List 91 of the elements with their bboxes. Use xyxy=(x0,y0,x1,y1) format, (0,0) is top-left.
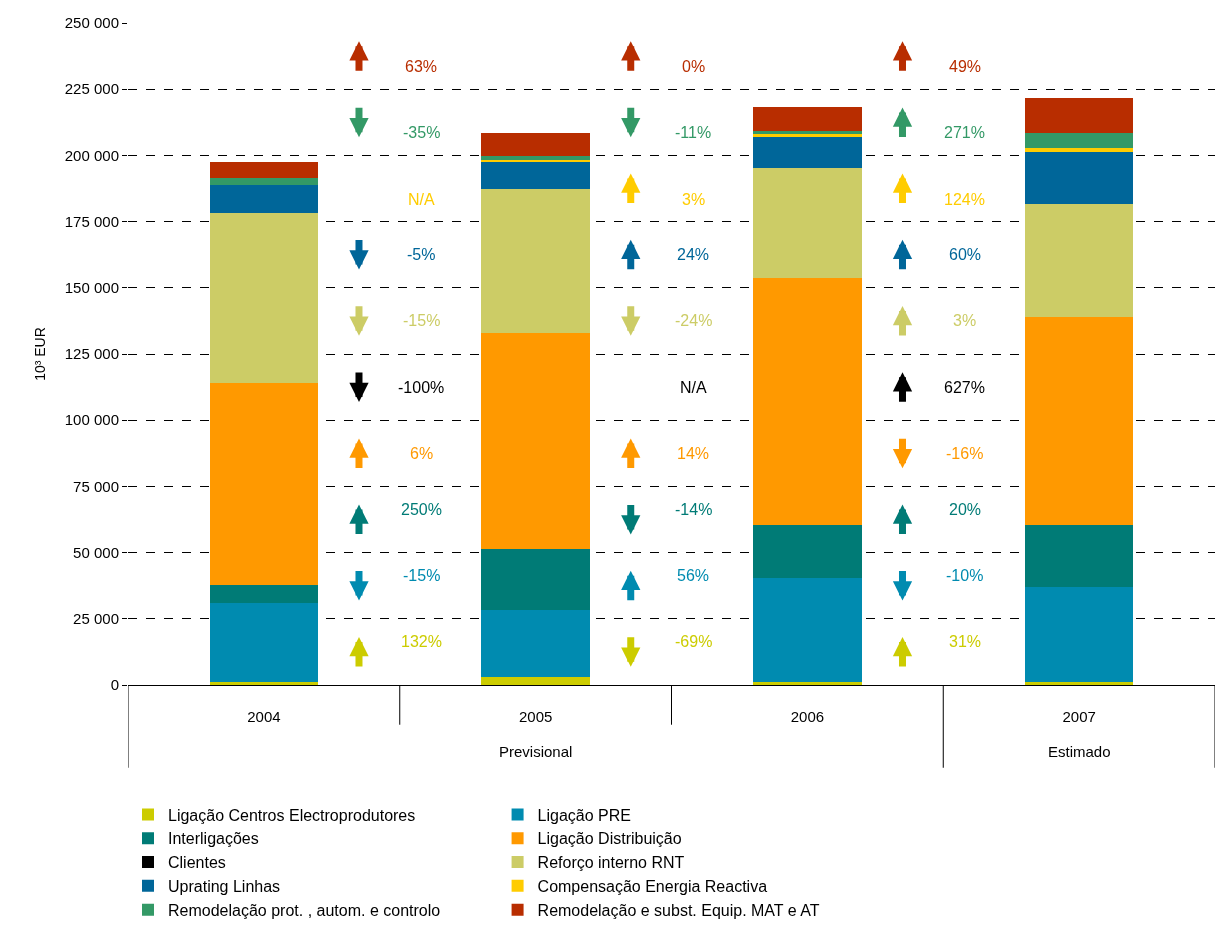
y-tick-label: 175 000 xyxy=(64,212,119,230)
legend-label: Uprating Linhas xyxy=(168,878,281,896)
bar xyxy=(753,578,862,683)
legend-label: Ligação PRE xyxy=(537,806,631,824)
x-tick-label: 2005 xyxy=(518,708,553,725)
bar xyxy=(1024,525,1134,588)
bar xyxy=(1024,151,1134,204)
y-tick-label: 200 000 xyxy=(64,146,119,164)
y-tick-label: 0 xyxy=(110,676,119,694)
legend-label: Reforço interno RNT xyxy=(537,854,685,872)
y-tick-label: 250 000 xyxy=(64,14,119,32)
bar xyxy=(481,677,590,685)
legend-label: Remodelação e subst. Equip. MAT e AT xyxy=(537,901,820,919)
legend-label: Clientes xyxy=(168,854,226,872)
bar xyxy=(209,602,319,683)
bar xyxy=(1024,317,1134,526)
y-tick-label: 50 000 xyxy=(73,543,119,561)
bar xyxy=(1024,132,1134,148)
annotation: 20% xyxy=(949,501,982,518)
bar xyxy=(753,167,862,279)
bar xyxy=(209,162,319,179)
annotation: -69% xyxy=(675,633,713,650)
annotation: -15% xyxy=(403,312,441,329)
x-tick-label: 2007 xyxy=(1062,708,1096,725)
bar xyxy=(753,278,862,526)
annotation: 0% xyxy=(682,58,706,75)
legend-label: Interligações xyxy=(168,830,259,848)
x-tick-label: 2004 xyxy=(247,708,281,725)
annotation: N/A xyxy=(680,379,707,396)
annotation: 250% xyxy=(401,501,442,518)
bar xyxy=(1024,98,1134,133)
bar xyxy=(753,134,862,137)
bar xyxy=(481,609,590,678)
annotation: -14% xyxy=(675,501,713,518)
y-axis-title: 10³ EUR xyxy=(32,327,49,381)
annotation: -24% xyxy=(675,312,713,329)
bar xyxy=(209,682,319,685)
y-tick-label: 25 000 xyxy=(73,610,119,628)
bar xyxy=(1024,147,1134,152)
text: Previsional xyxy=(499,743,573,760)
annotation: -16% xyxy=(946,445,984,462)
annotation: 132% xyxy=(401,633,442,650)
legend-label: Remodelação prot. , autom. e controlo xyxy=(168,901,441,919)
y-tick-label: 75 000 xyxy=(73,477,119,495)
annotation: -11% xyxy=(675,124,712,141)
bar xyxy=(209,212,319,384)
annotation: 627% xyxy=(944,379,985,396)
annotation: 63% xyxy=(405,58,438,75)
annotation: 3% xyxy=(682,191,706,208)
bar xyxy=(753,106,862,131)
legend-label: Compensação Energia Reactiva xyxy=(537,878,768,896)
y-tick-label: 100 000 xyxy=(64,411,119,429)
bar xyxy=(481,161,590,189)
annotation: 24% xyxy=(677,246,710,263)
bar xyxy=(209,178,319,186)
bar xyxy=(209,185,319,213)
bar xyxy=(753,525,862,579)
annotation: 60% xyxy=(949,246,982,263)
annotation: -15% xyxy=(403,567,441,584)
annotation: 3% xyxy=(953,312,977,329)
y-tick-label: 150 000 xyxy=(64,279,119,297)
bar xyxy=(209,585,319,603)
legend-label: Ligação Distribuição xyxy=(537,830,682,848)
bar xyxy=(481,332,590,549)
legend-label: Ligação Centros Electroprodutores xyxy=(168,806,416,824)
annotation: 31% xyxy=(949,633,982,650)
text: Estimado xyxy=(1048,743,1111,760)
annotation: 6% xyxy=(410,445,434,462)
bar xyxy=(753,682,862,685)
annotation: 49% xyxy=(949,58,982,75)
annotation: N/A xyxy=(408,191,435,208)
bar xyxy=(209,383,319,586)
annotation: -10% xyxy=(946,567,984,584)
annotation: 271% xyxy=(944,124,985,141)
bar xyxy=(1024,682,1134,685)
bar xyxy=(1024,587,1134,683)
annotation: -5% xyxy=(407,246,436,263)
bar xyxy=(481,188,590,333)
bar xyxy=(1024,203,1134,318)
y-tick-label: 125 000 xyxy=(64,345,119,363)
annotation: 14% xyxy=(677,445,710,462)
annotation: -100% xyxy=(398,379,445,396)
y-tick-label: 225 000 xyxy=(64,80,119,98)
bar xyxy=(481,548,590,610)
x-tick-label: 2006 xyxy=(790,708,825,725)
bar xyxy=(481,132,590,157)
annotation: 124% xyxy=(944,191,985,208)
bar xyxy=(481,156,590,161)
annotation: 56% xyxy=(677,567,710,584)
bar xyxy=(753,136,862,168)
annotation: -35% xyxy=(403,124,441,141)
